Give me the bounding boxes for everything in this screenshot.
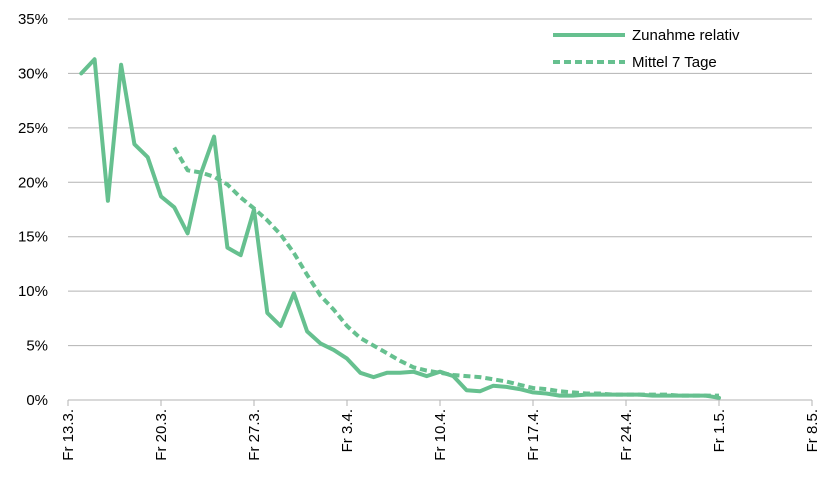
x-axis-tick-labels: Fr 13.3. Fr 20.3. Fr 27.3. Fr 3.4. Fr 10.4. F…: [60, 409, 821, 461]
y-tick-label: 10%: [18, 283, 48, 300]
x-tick-label: Fr 17.4.: [525, 409, 542, 461]
series-lines: [79, 57, 721, 400]
y-tick-label: 0%: [26, 392, 48, 409]
series-line-mittel-7-tage: [172, 146, 719, 398]
y-tick-label: 20%: [18, 174, 48, 191]
x-tick-label: Fr 20.3.: [153, 409, 170, 461]
y-axis-tick-labels: 0% 5% 10% 15% 20% 25% 30% 35%: [18, 11, 48, 409]
y-tick-label: 15%: [18, 229, 48, 246]
y-tick-label: 35%: [18, 11, 48, 28]
x-tick-label: Fr 27.3.: [246, 409, 263, 461]
legend-label: Mittel 7 Tage: [632, 54, 717, 71]
x-tick-label: Fr 13.3.: [60, 409, 77, 461]
x-tick-label: Fr 24.4.: [618, 409, 635, 461]
legend: Zunahme relativ Mittel 7 Tage: [553, 27, 740, 71]
x-axis: [67, 399, 813, 406]
series-line-zunahme-relativ: [79, 57, 721, 400]
y-tick-label: 30%: [18, 65, 48, 82]
x-tick-label: Fr 8.5.: [804, 409, 821, 452]
x-tick-label: Fr 1.5.: [711, 409, 728, 452]
y-tick-label: 25%: [18, 120, 48, 137]
y-tick-label: 5%: [26, 338, 48, 355]
x-tick-label: Fr 10.4.: [432, 409, 449, 461]
legend-label: Zunahme relativ: [632, 27, 740, 44]
gridlines: [68, 18, 812, 401]
x-tick-label: Fr 3.4.: [339, 409, 356, 452]
